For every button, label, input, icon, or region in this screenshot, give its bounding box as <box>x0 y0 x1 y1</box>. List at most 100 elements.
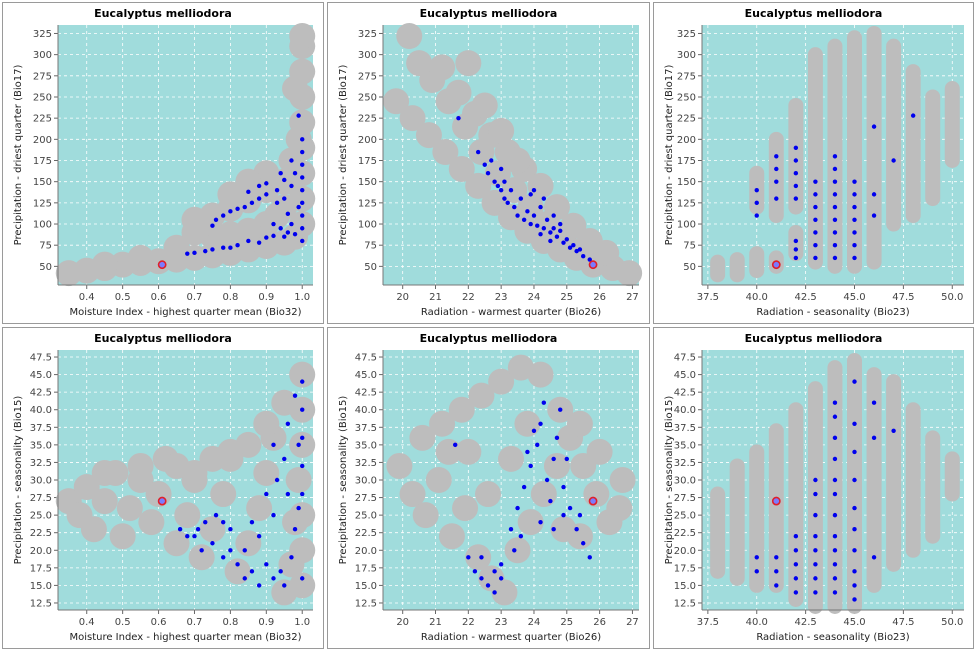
chart-3-point-27 <box>832 204 838 210</box>
chart-4-point-25 <box>274 477 280 483</box>
chart-4-point-38 <box>271 442 276 448</box>
chart-2-cloud-blob-38 <box>593 239 620 266</box>
chart-1-point-48 <box>274 200 280 206</box>
chart-6-point-41 <box>871 555 877 560</box>
chart-2-cloud-blob-39 <box>455 50 482 77</box>
chart-6-x-tick-2: 42.5 <box>794 617 816 628</box>
chart-4-x-tick-5: 0.9 <box>258 617 274 628</box>
chart-5-x-tick-6: 26 <box>593 617 606 628</box>
chart-4-point-18 <box>300 463 305 469</box>
chart-1-cloud-blob-46 <box>91 251 118 278</box>
chart-1-point-29 <box>289 183 294 189</box>
chart-4-point-6 <box>235 562 240 567</box>
chart-6-y-tick-4: 22.5 <box>674 528 696 539</box>
chart-2-cloud-blob-0 <box>396 23 423 50</box>
chart-2-y-tick-1: 75 <box>364 241 377 252</box>
chart-1-point-20 <box>300 162 305 167</box>
chart-6-point-11 <box>813 590 818 595</box>
chart-2-point-11 <box>521 217 527 222</box>
chart-2-point-6 <box>498 187 504 193</box>
chart-5-cloud-blob-33 <box>514 410 541 437</box>
chart-3-x-tick-1: 40.0 <box>746 292 768 303</box>
chart-5-point-18 <box>548 498 553 504</box>
chart-3-point-17 <box>813 242 818 248</box>
chart-4-y-tick-11: 40.0 <box>30 405 52 416</box>
chart-2-cloud-blob-18 <box>432 139 459 166</box>
chart-2-point-19 <box>574 248 579 254</box>
chart-1-point-41 <box>282 177 287 183</box>
chart-2-cloud-blob-20 <box>465 172 492 199</box>
chart-6-x-tick-5: 50.0 <box>941 617 963 628</box>
chart-1-point-3 <box>203 248 208 254</box>
chart-6-point-2 <box>754 555 759 560</box>
chart-1-point-24 <box>289 221 294 227</box>
chart-1-y-tick-11: 325 <box>33 29 52 40</box>
chart-1-point-8 <box>246 238 251 244</box>
chart-2-y-tick-10: 300 <box>358 50 377 61</box>
chart-5-point-28 <box>531 428 537 434</box>
chart-3-point-35 <box>852 217 857 222</box>
chart-5-cloud-blob-27 <box>586 438 613 465</box>
chart-4-y-tick-14: 47.5 <box>30 353 52 364</box>
chart-2-cloud-blob-34 <box>527 172 554 199</box>
chart-6-point-8 <box>793 562 799 567</box>
chart-3-y-tick-5: 175 <box>677 156 696 167</box>
chart-4-point-8 <box>249 569 255 574</box>
chart-1-y-tick-6: 200 <box>33 135 52 146</box>
chart-1-y-tick-4: 150 <box>33 177 52 188</box>
chart-3-x-tick-0: 37.5 <box>697 292 719 303</box>
chart-5-x-tick-0: 20 <box>396 617 409 628</box>
chart-6-point-24 <box>832 512 838 518</box>
chart-6-y-tick-5: 25.0 <box>674 511 696 522</box>
chart-5-x-tick-3: 23 <box>495 617 508 628</box>
chart-3-point-18 <box>813 230 818 235</box>
chart-2-point-18 <box>567 245 573 250</box>
chart-5-cloud-blob-11 <box>530 481 557 508</box>
chart-2-point-25 <box>531 213 537 218</box>
chart-2-cloud-blob-35 <box>543 194 570 221</box>
chart-5-point-10 <box>498 576 504 581</box>
chart-6-point-39 <box>852 421 857 426</box>
chart-1-point-47 <box>256 183 262 189</box>
chart-4-point-12 <box>278 569 283 574</box>
chart-4-cloud-blob-9 <box>138 509 165 536</box>
chart-3-point-43 <box>910 113 916 118</box>
chart-2-point-32 <box>498 166 504 172</box>
chart-1-point-7 <box>235 242 240 248</box>
chart-3-y-tick-0: 50 <box>683 262 696 273</box>
chart-4-cloud-blob-41 <box>127 452 154 479</box>
chart-panel-3: Eucalyptus melliodora 37.5 40.0 42.5 45.0 47.… <box>653 2 974 324</box>
chart-4-point-27 <box>264 491 269 497</box>
chart-2-point-31 <box>502 179 507 184</box>
chart-5-cloud-blob-0 <box>386 452 413 479</box>
chart-6-y-tick-6: 27.5 <box>674 493 696 504</box>
chart-4-point-19 <box>300 435 305 441</box>
chart-3-point-42 <box>891 158 896 163</box>
chart-4-highlight-marker <box>157 496 167 506</box>
chart-4-point-39 <box>285 491 291 497</box>
chart-1-point-21 <box>300 149 305 155</box>
chart-5-point-7 <box>498 562 504 567</box>
chart-5-point-12 <box>515 505 520 511</box>
chart-1-point-5 <box>221 245 226 250</box>
chart-3-point-22 <box>813 179 818 184</box>
chart-2-point-16 <box>554 234 560 239</box>
chart-6-point-5 <box>774 555 779 560</box>
chart-4-y-tick-0: 12.5 <box>30 598 52 609</box>
chart-3-point-13 <box>793 171 799 176</box>
chart-5-cloud-blob-9 <box>504 537 531 564</box>
chart-1-point-32 <box>256 196 262 201</box>
chart-2-point-3 <box>482 162 487 167</box>
chart-3-point-1 <box>754 213 759 218</box>
chart-2-point-39 <box>551 213 556 218</box>
chart-2-x-tick-3: 23 <box>495 292 508 303</box>
chart-1-point-23 <box>296 204 301 210</box>
chart-5-cloud-blob-17 <box>609 467 636 493</box>
chart-3-point-14 <box>793 158 799 163</box>
chart-5-x-tick-1: 21 <box>429 617 442 628</box>
chart-6-point-38 <box>852 449 857 455</box>
chart-3-point-6 <box>774 166 779 172</box>
chart-2-point-4 <box>485 171 491 176</box>
chart-6-y-tick-3: 20.0 <box>674 546 696 557</box>
chart-4-point-16 <box>296 505 301 511</box>
